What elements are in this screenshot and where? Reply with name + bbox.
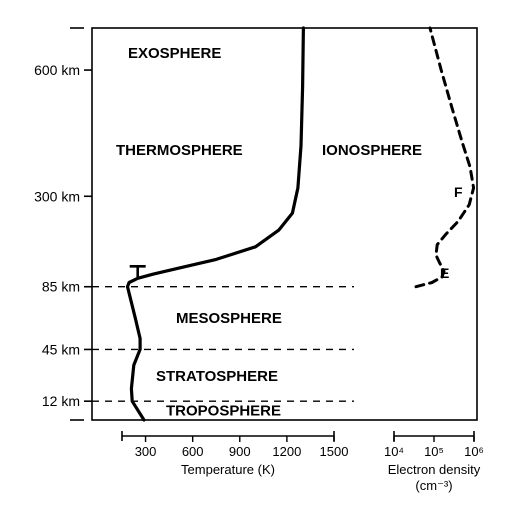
ionosphere-region-label: F [454,184,463,200]
layer-label: EXOSPHERE [128,45,221,62]
temperature-tick-label: 600 [182,444,204,459]
temperature-tick-label: 300 [135,444,157,459]
electron-density-tick-label: 10⁵ [424,444,444,459]
y-tick-label: 300 km [34,188,80,204]
electron-density-tick-label: 10⁶ [464,444,484,459]
ionosphere-region-label: E [440,265,449,281]
y-tick-label: 600 km [34,62,80,78]
temperature-tick-label: 1200 [272,444,301,459]
y-tick-label: 12 km [42,393,80,409]
layer-label: THERMOSPHERE [116,142,243,159]
layer-label: TROPOSPHERE [166,403,281,420]
electron-density-tick-label: 10⁴ [384,444,404,459]
electron-density-axis-subtitle: (cm⁻³) [415,478,452,493]
layer-label: MESOSPHERE [176,310,282,327]
temperature-tick-label: 1500 [320,444,349,459]
layer-label: IONOSPHERE [322,142,422,159]
temperature-tick-label: 900 [229,444,251,459]
electron-density-axis-title: Electron density [388,462,481,477]
layer-label: STRATOSPHERE [156,368,278,385]
y-tick-label: 85 km [42,279,80,295]
temperature-axis-title: Temperature (K) [181,462,275,477]
y-tick-label: 45 km [42,341,80,357]
atmosphere-diagram: 12 km 45 km 85 km 300 km 600 km EXOSPHERE THER… [0,0,515,509]
